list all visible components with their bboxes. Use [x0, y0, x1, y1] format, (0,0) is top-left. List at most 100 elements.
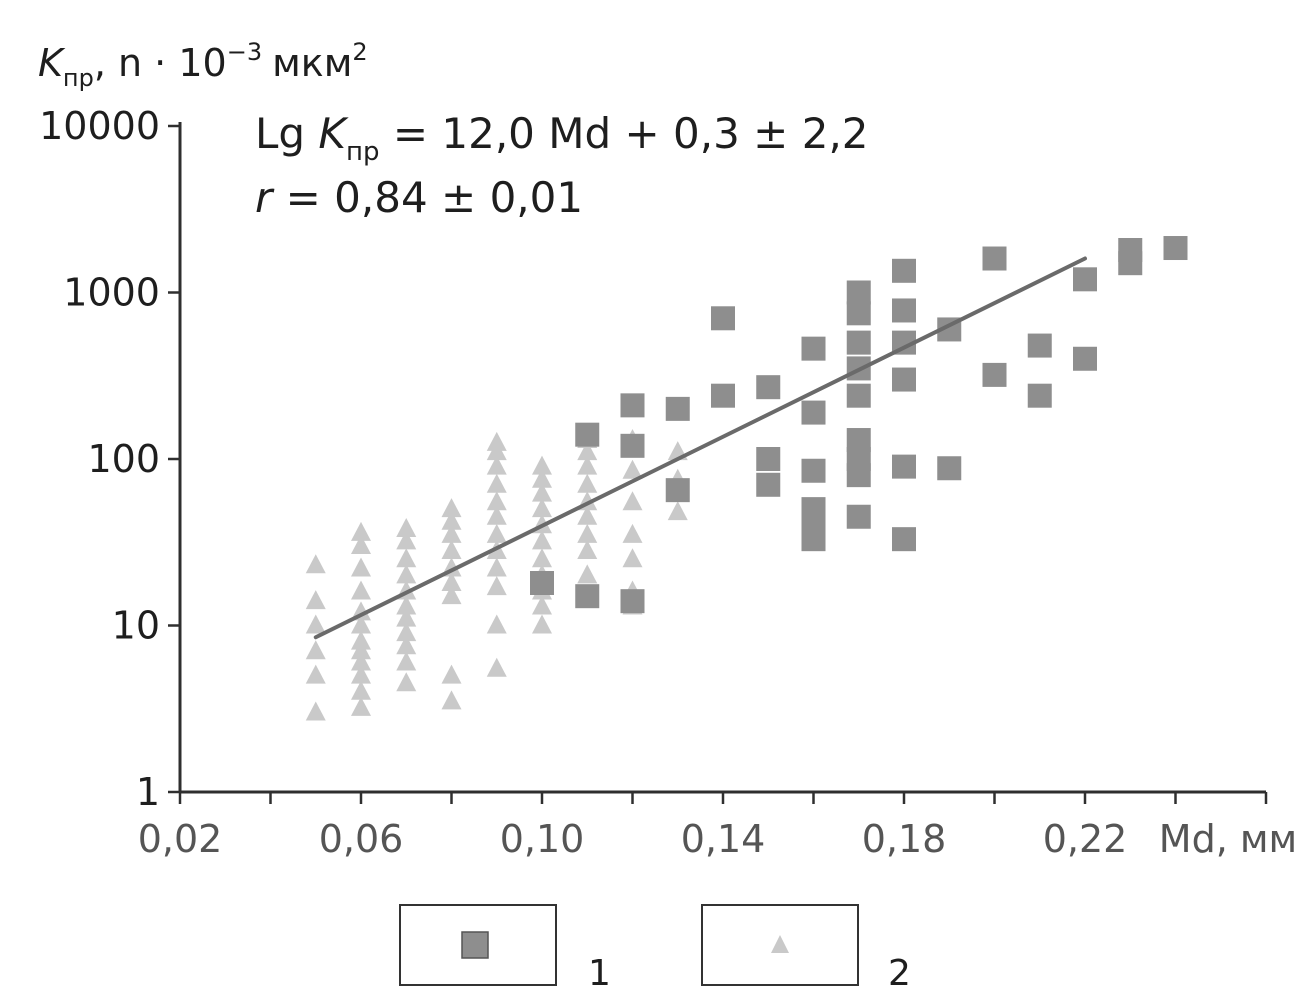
- x-axis-title: Md, мм: [1159, 817, 1297, 861]
- point-triangle-22: [396, 607, 417, 627]
- point-square-38: [1027, 383, 1052, 408]
- y-axis-rest: , n · 10: [94, 41, 227, 85]
- point-triangle-15: [351, 557, 371, 577]
- point-triangle-16: [351, 535, 371, 555]
- point-triangle-0: [305, 701, 326, 721]
- point-triangle-58: [532, 482, 552, 502]
- point-triangle-14: [351, 580, 371, 600]
- point-square-23: [846, 383, 871, 408]
- point-triangle-72: [622, 548, 643, 568]
- legend-label-1: 1: [588, 953, 611, 986]
- point-square-11: [756, 447, 781, 471]
- legend: 1 2: [399, 904, 911, 986]
- point-triangle-39: [486, 614, 507, 634]
- point-triangle-34: [441, 540, 462, 560]
- point-triangle-62: [577, 540, 598, 560]
- point-triangle-29: [441, 690, 462, 710]
- y-axis-subscript: пр: [63, 64, 94, 92]
- point-triangle-8: [351, 664, 371, 684]
- point-square-10: [756, 472, 781, 497]
- point-triangle-50: [532, 614, 552, 634]
- point-triangle-40: [486, 576, 507, 596]
- point-square-12: [756, 375, 781, 400]
- point-triangle-18: [396, 672, 417, 692]
- point-triangle-1: [305, 664, 326, 684]
- y-tick-label-3: 1000: [63, 271, 160, 315]
- point-triangle-11: [351, 630, 371, 650]
- point-square-18: [801, 336, 826, 361]
- point-square-0: [530, 570, 554, 595]
- point-square-28: [892, 527, 916, 552]
- point-triangle-27: [396, 530, 417, 550]
- point-triangle-23: [396, 595, 417, 615]
- y-tick-label-2: 100: [87, 437, 160, 481]
- point-triangle-26: [396, 548, 417, 568]
- point-square-44: [1163, 236, 1188, 261]
- point-triangle-35: [441, 523, 462, 543]
- point-triangle-37: [441, 498, 462, 518]
- correlation-rhs: = 0,84 ± 0,01: [272, 173, 583, 222]
- point-triangle-32: [441, 571, 462, 591]
- legend-marker-square: [461, 931, 489, 959]
- point-triangle-28: [396, 517, 417, 537]
- point-triangle-55: [532, 530, 552, 550]
- point-square-5: [620, 393, 645, 418]
- point-square-34: [937, 456, 962, 481]
- equation-func: Lg: [255, 109, 318, 158]
- point-triangle-19: [396, 651, 417, 671]
- point-triangle-54: [532, 548, 552, 568]
- point-triangle-20: [396, 635, 417, 655]
- point-triangle-51: [532, 595, 552, 615]
- point-square-1: [575, 584, 600, 609]
- point-square-26: [846, 301, 871, 326]
- point-triangle-12: [351, 614, 371, 634]
- correlation-text: r = 0,84 ± 0,01: [255, 173, 583, 222]
- point-triangle-67: [577, 455, 598, 475]
- point-square-39: [1027, 333, 1052, 358]
- point-triangle-17: [351, 521, 371, 541]
- point-square-33: [892, 258, 916, 283]
- point-square-9: [711, 306, 735, 331]
- point-triangle-77: [667, 501, 688, 521]
- point-triangle-75: [622, 459, 643, 479]
- point-triangle-59: [532, 468, 552, 488]
- point-triangle-4: [305, 590, 326, 610]
- point-square-6: [665, 478, 690, 503]
- point-triangle-21: [396, 622, 417, 642]
- point-triangle-36: [441, 510, 462, 530]
- point-triangle-3: [305, 614, 326, 634]
- point-triangle-31: [441, 585, 462, 605]
- point-square-29: [892, 454, 916, 479]
- legend-marker-triangle: [771, 935, 789, 953]
- x-ticks: 0,02 0,06 0,10 0,14 0,18 0,22: [138, 792, 1268, 861]
- point-square-22: [846, 428, 871, 453]
- point-triangle-45: [486, 491, 507, 511]
- y-axis-title: Kпр, n · 10−3 мкм2: [38, 38, 368, 92]
- regression-equation: Lg Kпр = 12,0 Md + 0,3 ± 2,2: [255, 109, 869, 167]
- x-tick-label-0: 0,02: [138, 817, 223, 861]
- point-triangle-47: [486, 455, 507, 475]
- point-square-37: [982, 246, 1007, 271]
- point-triangle-5: [305, 554, 326, 574]
- point-square-19: [846, 504, 871, 529]
- y-axis-unit-exponent: 2: [352, 38, 367, 66]
- point-triangle-66: [577, 473, 598, 493]
- x-tick-label-3: 0,14: [681, 817, 766, 861]
- point-triangle-74: [622, 491, 643, 511]
- point-triangle-41: [486, 557, 507, 577]
- point-triangle-30: [441, 664, 462, 684]
- y-axis-symbol: K: [38, 41, 66, 85]
- x-tick-label-4: 0,18: [862, 817, 947, 861]
- equation-symbol: K: [318, 109, 349, 158]
- x-tick-label-2: 0,10: [500, 817, 585, 861]
- y-tick-label-1: 10: [112, 604, 160, 648]
- point-square-15: [801, 497, 826, 522]
- point-triangle-61: [577, 564, 598, 584]
- point-triangle-43: [486, 523, 507, 543]
- point-triangle-73: [622, 523, 643, 543]
- point-triangle-44: [486, 505, 507, 525]
- equation-rhs: = 12,0 Md + 0,3 ± 2,2: [379, 109, 868, 158]
- point-square-17: [801, 400, 826, 425]
- point-triangle-46: [486, 473, 507, 493]
